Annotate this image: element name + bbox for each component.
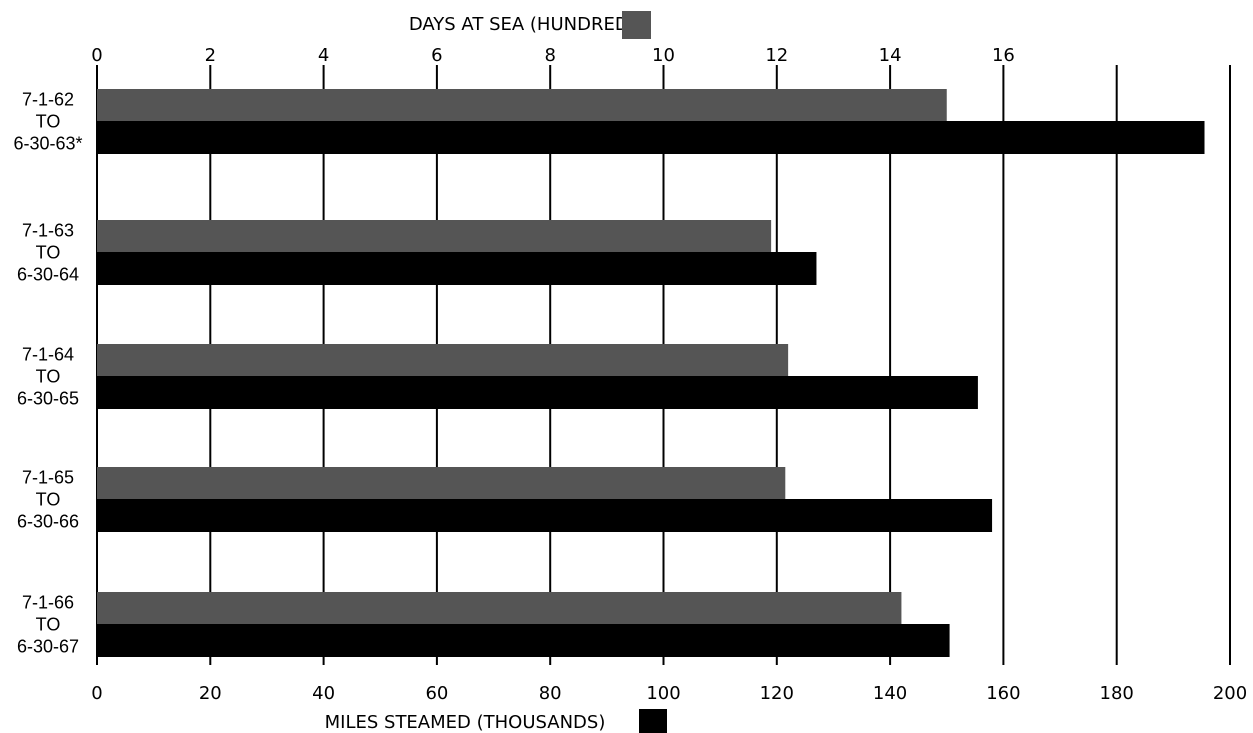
bar-miles-steamed [97, 499, 993, 532]
bottom-axis-ticks: 0 20 40 60 80 100 120 140 160 180 200 [91, 683, 1247, 704]
category-label: 6-30-63* [13, 134, 82, 154]
bottom-tick-label: 200 [1213, 683, 1247, 704]
category-label: 6-30-66 [17, 512, 79, 532]
bar-miles-steamed [97, 252, 817, 285]
top-tick-label: 16 [992, 45, 1015, 66]
top-tick-label: 8 [544, 45, 555, 66]
bottom-tick-label: 140 [873, 683, 907, 704]
top-tick-label: 6 [431, 45, 442, 66]
top-tick-label: 2 [205, 45, 216, 66]
bottom-tick-label: 160 [986, 683, 1020, 704]
category-labels: 7-1-62TO6-30-63*7-1-63TO6-30-647-1-64TO6… [13, 90, 82, 657]
bar-miles-steamed [97, 376, 978, 409]
bar-miles-steamed [97, 121, 1205, 154]
category-label: TO [36, 112, 61, 132]
category-label: 6-30-65 [17, 389, 79, 409]
category-label: 6-30-67 [17, 637, 79, 657]
bar-days-at-sea [97, 592, 902, 624]
category-label: 7-1-64 [22, 345, 74, 365]
bottom-tick-label: 100 [646, 683, 680, 704]
bottom-tick-label: 180 [1100, 683, 1134, 704]
bottom-tick-label: 40 [312, 683, 335, 704]
bottom-tick-label: 20 [199, 683, 222, 704]
category-label: 7-1-65 [22, 468, 74, 488]
category-label: TO [36, 615, 61, 635]
legend-swatch-miles-steamed [639, 709, 667, 733]
category-label: TO [36, 243, 61, 263]
category-label: 7-1-66 [22, 593, 74, 613]
bars [97, 89, 1205, 657]
bottom-tick-label: 60 [425, 683, 448, 704]
bar-days-at-sea [97, 467, 786, 499]
bar-miles-steamed [97, 624, 950, 657]
category-label: 6-30-64 [17, 265, 79, 285]
legend-swatch-days-at-sea [622, 11, 651, 39]
category-label: TO [36, 490, 61, 510]
top-tick-label: 4 [318, 45, 329, 66]
top-tick-label: 0 [91, 45, 102, 66]
bottom-tick-label: 120 [760, 683, 794, 704]
top-tick-label: 10 [652, 45, 675, 66]
category-label: 7-1-62 [22, 90, 74, 110]
bar-days-at-sea [97, 89, 947, 121]
bar-days-at-sea [97, 220, 772, 252]
bottom-axis-title: MILES STEAMED (THOUSANDS) [325, 712, 606, 733]
category-label: TO [36, 367, 61, 387]
bar-days-at-sea [97, 344, 789, 376]
top-axis-title: DAYS AT SEA (HUNDREDS) [409, 14, 647, 35]
bottom-tick-label: 0 [91, 683, 102, 704]
category-label: 7-1-63 [22, 221, 74, 241]
top-tick-label: 12 [765, 45, 788, 66]
top-axis-ticks: 0 2 4 6 8 10 12 14 16 [91, 45, 1015, 66]
bottom-tick-label: 80 [539, 683, 562, 704]
top-tick-label: 14 [879, 45, 902, 66]
